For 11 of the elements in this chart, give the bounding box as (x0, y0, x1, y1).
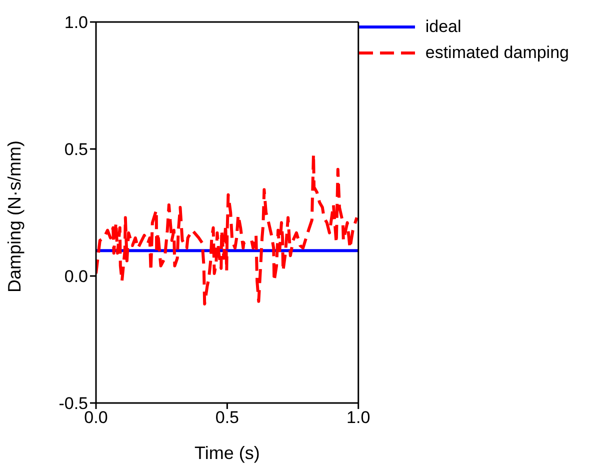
x-tick-label: 0.0 (84, 408, 108, 428)
x-tick-label: 0.5 (215, 408, 239, 428)
y-axis-title: Damping (N·s/mm) (4, 140, 24, 292)
y-tick-label: 1.0 (64, 13, 88, 32)
legend-label: estimated damping (425, 42, 569, 64)
y-tick-label: 0.0 (64, 267, 88, 286)
y-tick-label: 0.5 (64, 140, 88, 160)
line-series (96, 152, 358, 306)
x-tick-label: 1.0 (346, 408, 370, 428)
legend-label: ideal (425, 16, 462, 38)
x-axis-title: Time (s) (194, 443, 260, 463)
